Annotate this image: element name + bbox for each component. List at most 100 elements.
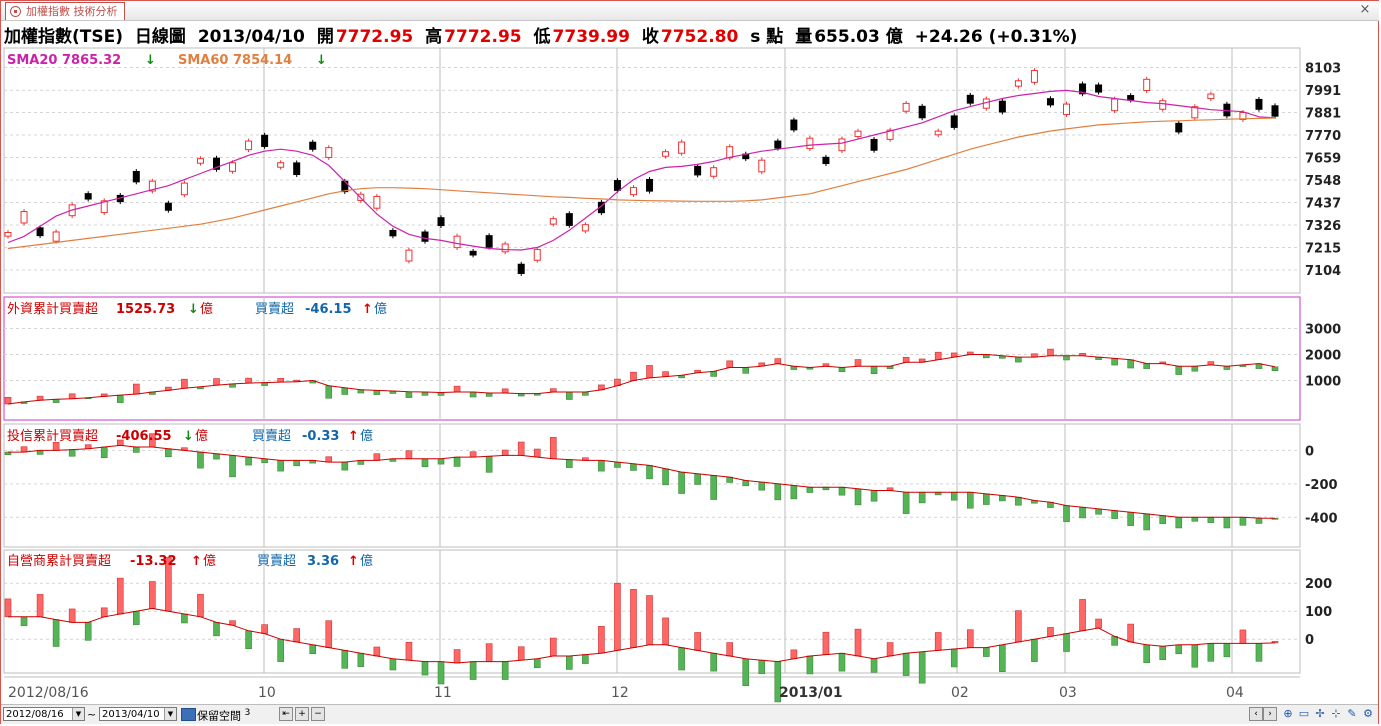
net-flow-bar <box>4 598 12 618</box>
candle-body <box>565 213 573 226</box>
net-flow-bar <box>1239 516 1247 526</box>
tab-tech-analysis[interactable]: 加權指數 技術分析 <box>5 2 125 20</box>
candle-body <box>485 235 493 248</box>
net-flow-bar <box>742 658 750 686</box>
candle-body <box>1046 98 1054 106</box>
candle-body <box>854 130 862 138</box>
net-flow-bar <box>822 631 830 655</box>
net-flow-bar <box>1063 505 1070 522</box>
net-flow-bar <box>133 383 140 395</box>
net-flow-bar <box>1191 365 1199 372</box>
to-date-value: 2013/04/10 <box>102 709 160 720</box>
net-flow-bar <box>1143 513 1150 531</box>
volume-label: 量 <box>795 27 813 47</box>
index-name: 加權指數(TSE) <box>4 27 123 47</box>
foreign-panel-frame <box>3 296 1301 421</box>
net-flow-bar <box>68 393 76 400</box>
chevron-down-icon[interactable]: ▼ <box>164 708 176 720</box>
close-icon[interactable]: × <box>1359 2 1371 17</box>
candle-body <box>1207 93 1215 100</box>
net-flow-bar <box>213 622 220 637</box>
cumulative-line <box>7 354 1276 405</box>
net-flow-bar <box>838 367 846 372</box>
net-flow-bar <box>341 387 349 395</box>
net-flow-bar <box>950 648 958 668</box>
net-flow-bar <box>1255 517 1263 524</box>
net-flow-bar <box>517 441 525 456</box>
net-flow-bar <box>421 661 429 676</box>
net-flow-bar <box>133 446 140 453</box>
candle-body <box>277 162 285 168</box>
scroll-left-button[interactable]: ⇤ <box>279 707 293 721</box>
net-flow-bar <box>20 616 28 627</box>
net-flow-bar <box>437 458 445 465</box>
net-flow-bar <box>983 647 990 657</box>
net-flow-bar <box>357 652 365 667</box>
net-flow-bar <box>854 359 862 367</box>
net-flow-bar <box>1047 627 1054 637</box>
candle-body <box>453 235 461 249</box>
unit-label: s 點 <box>750 27 784 47</box>
scroll-end-button[interactable]: › <box>1263 707 1277 721</box>
candle-body <box>966 94 974 104</box>
net-flow-bar <box>566 655 573 670</box>
candle-body <box>36 227 44 237</box>
quote-headline: 加權指數(TSE) 日線圖 2013/04/10 開 7772.95 高 7772.… <box>4 22 1083 47</box>
from-date-input[interactable]: 2012/08/16 ▼ <box>3 707 85 721</box>
x-tick-label: 2012/08/16 <box>8 685 89 701</box>
zoom-box-icon[interactable]: ▭ <box>1298 707 1310 720</box>
net-flow-bar <box>1191 644 1199 668</box>
scroll-right-button[interactable]: ‹ <box>1249 707 1263 721</box>
dealer-arrow-icon: ↑ <box>191 554 202 569</box>
net-flow-bar <box>341 650 349 669</box>
net-flow-bar <box>662 617 669 646</box>
chevron-down-icon[interactable]: ▼ <box>72 708 84 720</box>
candle-body <box>20 211 28 224</box>
candle-body <box>1143 78 1151 92</box>
price-tick-label: 7326 <box>1305 219 1341 234</box>
zoom-in-button[interactable]: + <box>295 707 309 721</box>
candle-body <box>132 170 140 183</box>
zoom-out-button[interactable]: − <box>311 707 325 721</box>
net-flow-bar <box>598 626 605 654</box>
net-flow-bar <box>469 451 477 458</box>
net-flow-bar <box>373 453 381 461</box>
calendar-icon[interactable] <box>181 708 196 721</box>
net-flow-bar <box>902 357 910 363</box>
net-flow-bar <box>1207 643 1215 662</box>
net-flow-bar <box>790 649 798 660</box>
settings-icon[interactable]: ⚙ <box>1363 707 1373 720</box>
crosshair-icon[interactable]: ✢ <box>1315 707 1325 720</box>
trust-net-label: 買賣超 <box>252 429 291 444</box>
net-flow-bar <box>694 632 701 651</box>
cursor-icon[interactable]: ⊕ <box>1283 707 1293 720</box>
net-flow-bar <box>566 391 573 400</box>
net-flow-bar <box>245 377 252 384</box>
candle-body <box>1030 70 1038 83</box>
candle-body <box>196 158 204 164</box>
net-flow-bar <box>1271 366 1279 371</box>
candle-body <box>309 141 317 150</box>
grid-lines <box>4 48 1300 673</box>
net-flow-bar <box>1175 516 1183 529</box>
draw-tool-icon[interactable]: ✎ <box>1347 707 1357 720</box>
foreign-label: 外資累計買賣超 <box>7 301 98 317</box>
net-flow-bar <box>36 594 44 618</box>
trust-net-unit: 億 <box>360 428 373 444</box>
net-flow-bar <box>68 449 76 457</box>
net-flow-bar <box>116 577 124 615</box>
net-flow-bar <box>245 630 252 650</box>
from-date-value: 2012/08/16 <box>6 709 64 720</box>
candle-body <box>421 231 429 242</box>
panel-tick-label: -200 <box>1305 478 1338 493</box>
to-date-input[interactable]: 2013/04/10 ▼ <box>99 707 177 721</box>
net-flow-bar <box>405 391 413 398</box>
x-tick-label: 10 <box>258 685 276 701</box>
candle-body <box>389 229 397 237</box>
sma60-arrow-icon: ↓ <box>316 53 327 68</box>
candle-body <box>694 165 702 176</box>
pan-icon[interactable]: ⊹ <box>1331 707 1341 720</box>
sma20-legend: SMA20 7865.32 <box>7 53 121 68</box>
net-flow-bar <box>100 446 108 459</box>
